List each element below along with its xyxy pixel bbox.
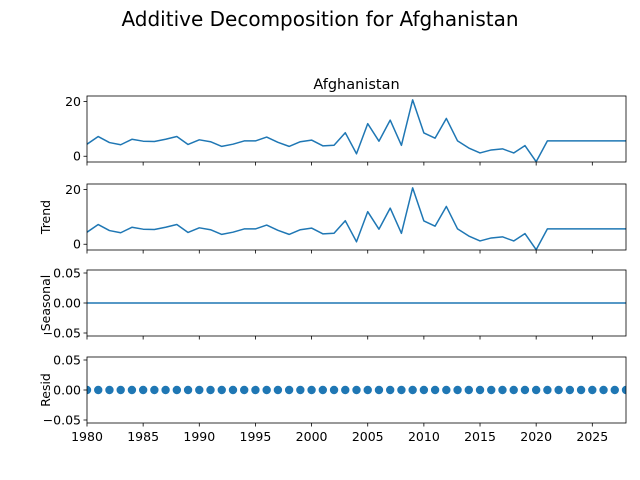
xtick-label: 2010	[408, 429, 440, 444]
resid-point	[363, 385, 372, 395]
panel-1: 0 20 Trend	[38, 182, 627, 254]
resid-point	[453, 385, 462, 395]
resid-point	[397, 385, 406, 395]
resid-point	[318, 385, 328, 395]
resid-point	[273, 385, 283, 395]
resid-point	[116, 385, 125, 395]
ytick-label: 0.05	[53, 353, 81, 368]
resid-point	[408, 385, 417, 395]
resid-point	[419, 385, 429, 395]
panels: 020Afghanistan020Trend−0.050.000.05Seaso…	[38, 77, 627, 444]
resid-point	[206, 385, 215, 395]
resid-point	[341, 385, 350, 395]
resid-point	[195, 385, 204, 395]
resid-point	[240, 385, 249, 395]
xtick-label: 1980	[71, 429, 103, 444]
resid-point	[385, 385, 395, 395]
resid-point	[296, 385, 305, 395]
figure-suptitle: Additive Decomposition for Afghanistan	[121, 7, 518, 31]
resid-point	[150, 385, 159, 395]
resid-point	[621, 385, 626, 395]
resid-point	[87, 385, 92, 395]
ytick-label: 0.00	[53, 383, 81, 398]
resid-point	[520, 385, 530, 395]
resid-point	[127, 385, 137, 395]
ytick-label: 20	[65, 182, 81, 197]
resid-point	[576, 385, 586, 395]
ytick-label: 0	[73, 237, 81, 252]
resid-point	[228, 385, 238, 395]
resid-point	[554, 385, 563, 395]
resid-point	[138, 385, 148, 395]
ytick-label: 0.05	[53, 266, 81, 281]
resid-point	[161, 385, 170, 395]
xtick-label: 1985	[127, 429, 159, 444]
resid-point	[498, 385, 507, 395]
resid-point	[284, 385, 294, 395]
resid-point	[262, 385, 271, 395]
panel-0: 0 20 Afghanistan	[65, 77, 627, 166]
resid-point	[183, 385, 193, 395]
resid-point	[374, 385, 384, 395]
ytick-label: 20	[65, 94, 81, 109]
xtick-label: 2020	[520, 429, 552, 444]
resid-point	[464, 385, 473, 395]
xtick-label: 2005	[352, 429, 384, 444]
resid-point	[217, 385, 226, 395]
ytick-label: −0.05	[43, 326, 81, 341]
xtick-label: 1990	[183, 429, 215, 444]
resid-point	[352, 385, 361, 395]
resid-point	[610, 385, 619, 395]
axes-frame-1	[86, 183, 627, 251]
resid-point	[430, 385, 440, 395]
xtick-label: 2000	[296, 429, 328, 444]
resid-point	[329, 385, 339, 395]
resid-point	[509, 385, 518, 395]
resid-point	[475, 385, 485, 395]
ytick-label: 0.00	[53, 296, 81, 311]
resid-point	[442, 385, 451, 395]
ylabel: Resid	[38, 373, 53, 407]
resid-point	[172, 385, 182, 395]
panel-3: −0.05 0.00 0.05 1980 1985 1990 1995 2000 2005 201…	[38, 353, 627, 444]
ylabel: Seasonal	[38, 275, 53, 332]
resid-point	[307, 385, 316, 395]
ytick-label: 0	[73, 149, 81, 164]
xtick-label: 2015	[464, 429, 496, 444]
resid-point	[94, 385, 103, 395]
resid-point	[487, 385, 496, 395]
resid-point	[531, 385, 541, 395]
resid-point	[251, 385, 260, 395]
axes-frame-0	[86, 95, 627, 163]
ylabel: Trend	[38, 200, 53, 235]
resid-point	[565, 385, 575, 395]
resid-point	[543, 385, 552, 395]
resid-point	[588, 385, 597, 395]
resid-point	[105, 385, 114, 395]
resid-point	[599, 385, 608, 395]
ytick-label: −0.05	[43, 413, 81, 428]
xtick-label: 2025	[576, 429, 608, 444]
xtick-label: 1995	[240, 429, 272, 444]
panel-title: Afghanistan	[313, 77, 399, 93]
